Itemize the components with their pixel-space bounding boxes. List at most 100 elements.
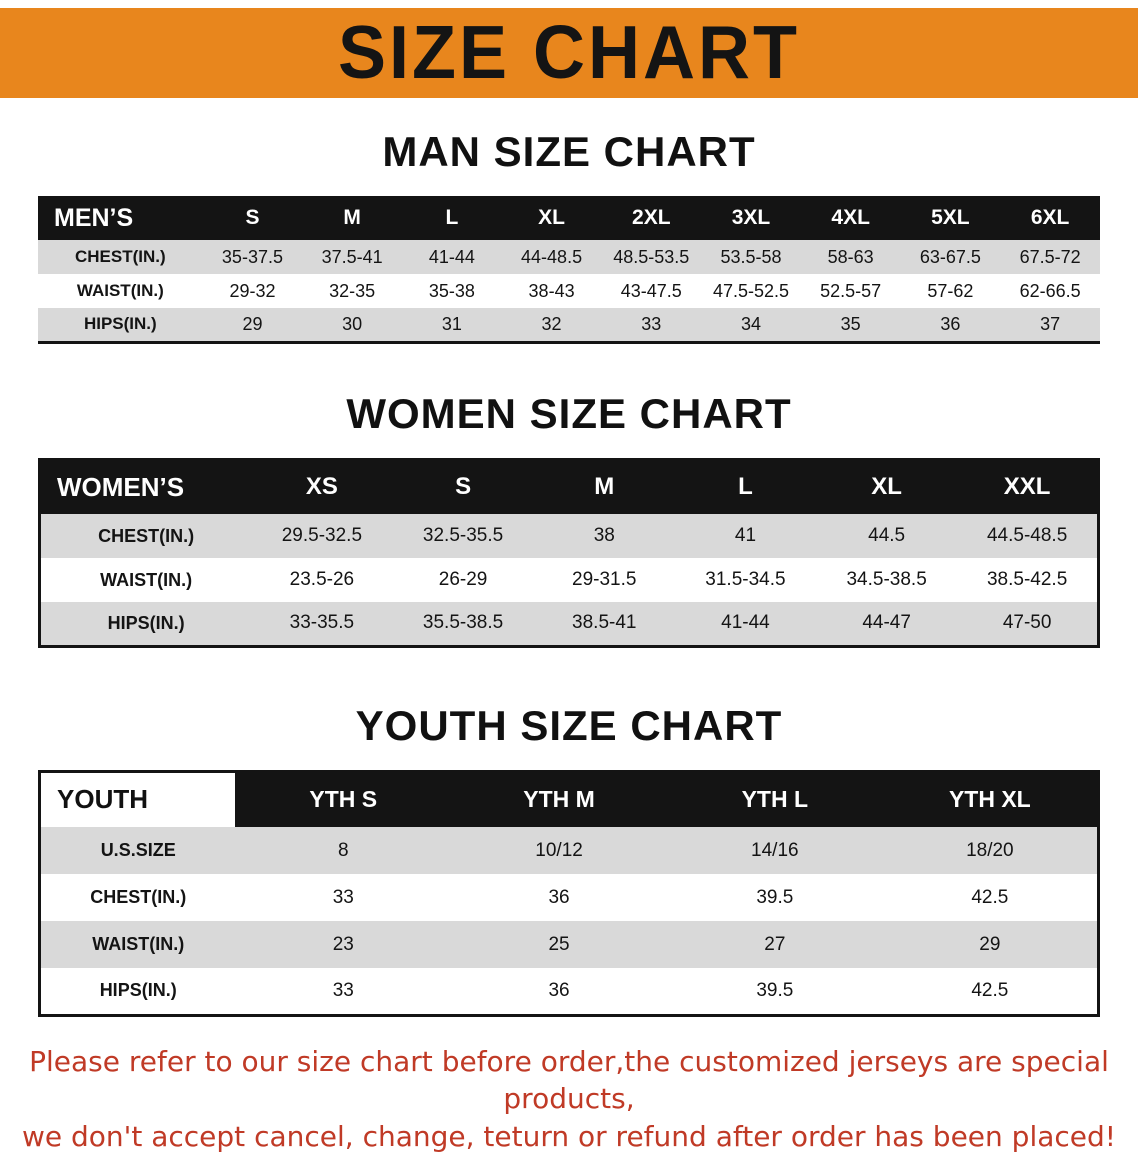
- size-value-cell: 63-67.5: [900, 240, 1001, 274]
- size-value-cell: 37: [1000, 308, 1100, 342]
- col-header-yth-xl: YTH XL: [882, 771, 1099, 827]
- youth-table-container: YOUTH YTH S YTH M YTH L YTH XL U.S.SIZE 8 10/12…: [38, 769, 1100, 1017]
- men-size-table: MEN’S S M L XL 2XL 3XL 4XL 5XL 6XL CHEST(IN.) 35-37…: [38, 196, 1100, 344]
- size-value-cell: 33: [235, 968, 452, 1015]
- size-chart-page: SIZE CHART MAN SIZE CHART MEN’S S M L XL 2XL 3…: [0, 8, 1138, 1156]
- size-value-cell: 35.5-38.5: [392, 602, 534, 646]
- table-row: HIPS(IN.) 33 36 39.5 42.5: [39, 968, 1099, 1015]
- size-value-cell: 29-31.5: [533, 558, 675, 602]
- table-row: WAIST(IN.) 29-32 32-35 35-38 38-43 43-47.5 47.…: [38, 274, 1100, 308]
- size-value-cell: 58-63: [800, 240, 901, 274]
- size-value-cell: 31: [402, 308, 502, 342]
- women-size-table: WOMEN’S XS S M L XL XXL CHEST(IN.) 29.5-32.5 32.5…: [38, 457, 1100, 648]
- col-header-s: S: [392, 459, 534, 514]
- size-value-cell: 23: [235, 921, 452, 968]
- size-value-cell: 23.5-26: [251, 558, 393, 602]
- size-value-cell: 39.5: [666, 874, 883, 921]
- table-row: HIPS(IN.) 29 30 31 32 33 34 35 36 37: [38, 308, 1100, 342]
- col-header-xs: XS: [251, 459, 393, 514]
- size-value-cell: 36: [451, 874, 667, 921]
- youth-section: YOUTH SIZE CHART YOUTH YTH S YTH M YTH L YTH…: [0, 702, 1138, 1017]
- size-value-cell: 32-35: [302, 274, 403, 308]
- table-row: CHEST(IN.) 33 36 39.5 42.5: [39, 874, 1099, 921]
- size-value-cell: 43-47.5: [601, 274, 702, 308]
- size-value-cell: 44.5-48.5: [957, 514, 1099, 558]
- size-value-cell: 29: [202, 308, 303, 342]
- men-section: MAN SIZE CHART MEN’S S M L XL 2XL 3XL 4XL 5XL 6XL…: [0, 128, 1138, 344]
- size-value-cell: 33: [601, 308, 702, 342]
- col-header-3xl: 3XL: [701, 196, 801, 240]
- size-value-cell: 18/20: [882, 827, 1099, 874]
- size-value-cell: 41-44: [674, 602, 817, 646]
- size-value-cell: 30: [302, 308, 403, 342]
- size-value-cell: 33-35.5: [251, 602, 393, 646]
- size-value-cell: 42.5: [882, 874, 1099, 921]
- table-row: U.S.SIZE 8 10/12 14/16 18/20: [39, 827, 1099, 874]
- col-header-2xl: 2XL: [601, 196, 702, 240]
- size-value-cell: 32.5-35.5: [392, 514, 534, 558]
- size-value-cell: 37.5-41: [302, 240, 403, 274]
- table-row: WAIST(IN.) 23.5-26 26-29 29-31.5 31.5-34.5 34…: [39, 558, 1099, 602]
- col-header-yth-l: YTH L: [666, 771, 883, 827]
- row-label: WAIST(IN.): [38, 274, 203, 308]
- col-header-yth-s: YTH S: [235, 771, 452, 827]
- table-row: CHEST(IN.) 35-37.5 37.5-41 41-44 44-48.5 48.5…: [38, 240, 1100, 274]
- size-value-cell: 32: [501, 308, 602, 342]
- size-value-cell: 34: [701, 308, 801, 342]
- size-value-cell: 48.5-53.5: [601, 240, 702, 274]
- row-label: CHEST(IN.): [38, 240, 203, 274]
- table-row: HIPS(IN.) 33-35.5 35.5-38.5 38.5-41 41-44 44-…: [39, 602, 1099, 646]
- col-header-l: L: [674, 459, 817, 514]
- table-row: WAIST(IN.) 23 25 27 29: [39, 921, 1099, 968]
- size-value-cell: 29-32: [202, 274, 303, 308]
- row-label: CHEST(IN.): [39, 874, 236, 921]
- col-header-m: M: [533, 459, 675, 514]
- disclaimer-line-1: Please refer to our size chart before or…: [29, 1044, 1109, 1116]
- size-value-cell: 38: [533, 514, 675, 558]
- row-label: U.S.SIZE: [39, 827, 236, 874]
- size-value-cell: 35: [800, 308, 901, 342]
- size-value-cell: 29.5-32.5: [251, 514, 393, 558]
- size-value-cell: 38.5-41: [533, 602, 675, 646]
- size-value-cell: 10/12: [451, 827, 667, 874]
- col-header-xl: XL: [501, 196, 602, 240]
- row-label: CHEST(IN.): [39, 514, 252, 558]
- size-value-cell: 39.5: [666, 968, 883, 1015]
- women-section: WOMEN SIZE CHART WOMEN’S XS S M L XL XXL CHEST(…: [0, 390, 1138, 648]
- col-header-4xl: 4XL: [800, 196, 901, 240]
- col-header-yth-m: YTH M: [451, 771, 667, 827]
- col-header-m: M: [302, 196, 403, 240]
- women-table-container: WOMEN’S XS S M L XL XXL CHEST(IN.) 29.5-32.5 32.5…: [38, 457, 1100, 648]
- size-value-cell: 44-47: [816, 602, 958, 646]
- size-value-cell: 44.5: [816, 514, 958, 558]
- size-value-cell: 35-38: [402, 274, 502, 308]
- size-value-cell: 38-43: [501, 274, 602, 308]
- col-header-5xl: 5XL: [900, 196, 1001, 240]
- row-label: HIPS(IN.): [39, 968, 236, 1015]
- size-value-cell: 38.5-42.5: [957, 558, 1099, 602]
- disclaimer: Please refer to our size chart before or…: [0, 1043, 1138, 1156]
- size-value-cell: 8: [235, 827, 452, 874]
- size-value-cell: 29: [882, 921, 1099, 968]
- row-label: WAIST(IN.): [39, 558, 252, 602]
- size-value-cell: 47-50: [957, 602, 1099, 646]
- page-title: SIZE CHART: [338, 11, 800, 96]
- disclaimer-line-2: we don't accept cancel, change, teturn o…: [21, 1120, 1116, 1154]
- col-header-6xl: 6XL: [1000, 196, 1100, 240]
- size-value-cell: 34.5-38.5: [816, 558, 958, 602]
- men-table-container: MEN’S S M L XL 2XL 3XL 4XL 5XL 6XL CHEST(IN.) 35-37…: [38, 196, 1100, 344]
- section-title-youth: YOUTH SIZE CHART: [355, 701, 783, 749]
- col-header-s: S: [202, 196, 303, 240]
- youth-header-row: YOUTH YTH S YTH M YTH L YTH XL: [39, 771, 1099, 827]
- size-value-cell: 31.5-34.5: [674, 558, 817, 602]
- size-value-cell: 41-44: [402, 240, 502, 274]
- size-value-cell: 36: [451, 968, 667, 1015]
- size-value-cell: 67.5-72: [1000, 240, 1100, 274]
- size-value-cell: 44-48.5: [501, 240, 602, 274]
- row-label: HIPS(IN.): [38, 308, 203, 342]
- size-value-cell: 52.5-57: [800, 274, 901, 308]
- size-value-cell: 36: [900, 308, 1001, 342]
- banner: SIZE CHART: [0, 8, 1138, 98]
- row-label: WAIST(IN.): [39, 921, 236, 968]
- size-value-cell: 25: [451, 921, 667, 968]
